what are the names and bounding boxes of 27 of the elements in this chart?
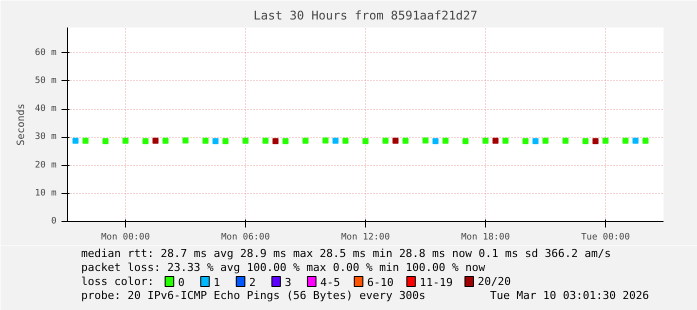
text: median rtt: 28.7 ms avg 28.9 ms max 28.5 ms min 28.8 ms now 0.1 ms sd 366.2 am/s bbox=[81, 247, 611, 260]
legend-label: 11-19 bbox=[420, 276, 453, 289]
legend-title: loss color: bbox=[81, 275, 154, 288]
y-tick-label: 20 m bbox=[34, 160, 57, 170]
y-tick-label: 10 m bbox=[34, 188, 57, 198]
y-tick-label: 40 m bbox=[34, 104, 57, 114]
y-tick-label: 30 m bbox=[34, 132, 57, 142]
legend-label: 2 bbox=[249, 276, 256, 289]
text: Tue Mar 10 03:01:30 2026 bbox=[490, 289, 649, 302]
legend-label: 20/20 bbox=[478, 275, 511, 288]
x-tick-label: Mon 18:00 bbox=[461, 232, 510, 242]
text: probe: 20 IPv6-ICMP Echo Pings (56 Bytes) every 300s bbox=[81, 289, 426, 302]
legend-label: 0 bbox=[178, 276, 185, 289]
legend-label: 4-5 bbox=[320, 276, 340, 289]
text: packet loss: 23.33 % avg 100.00 % max 0.00 % min 100.00 % now bbox=[81, 261, 486, 274]
y-tick-label: 50 m bbox=[34, 76, 57, 86]
legend-label: 3 bbox=[284, 276, 292, 289]
y-tick-label: 0 bbox=[51, 216, 57, 226]
x-tick-label: Mon 12:00 bbox=[341, 232, 390, 242]
y-axis-title: Seconds bbox=[16, 103, 27, 146]
chart-title: Last 30 Hours from 8591aaf21d27 bbox=[254, 8, 478, 22]
x-tick-label: Tue 00:00 bbox=[581, 232, 630, 242]
x-tick-label: Mon 06:00 bbox=[221, 232, 270, 242]
y-tick-label: 60 m bbox=[34, 48, 57, 58]
x-tick-label: Mon 00:00 bbox=[101, 232, 150, 242]
legend-label: 1 bbox=[214, 276, 220, 289]
legend-label: 6-10 bbox=[367, 276, 394, 289]
